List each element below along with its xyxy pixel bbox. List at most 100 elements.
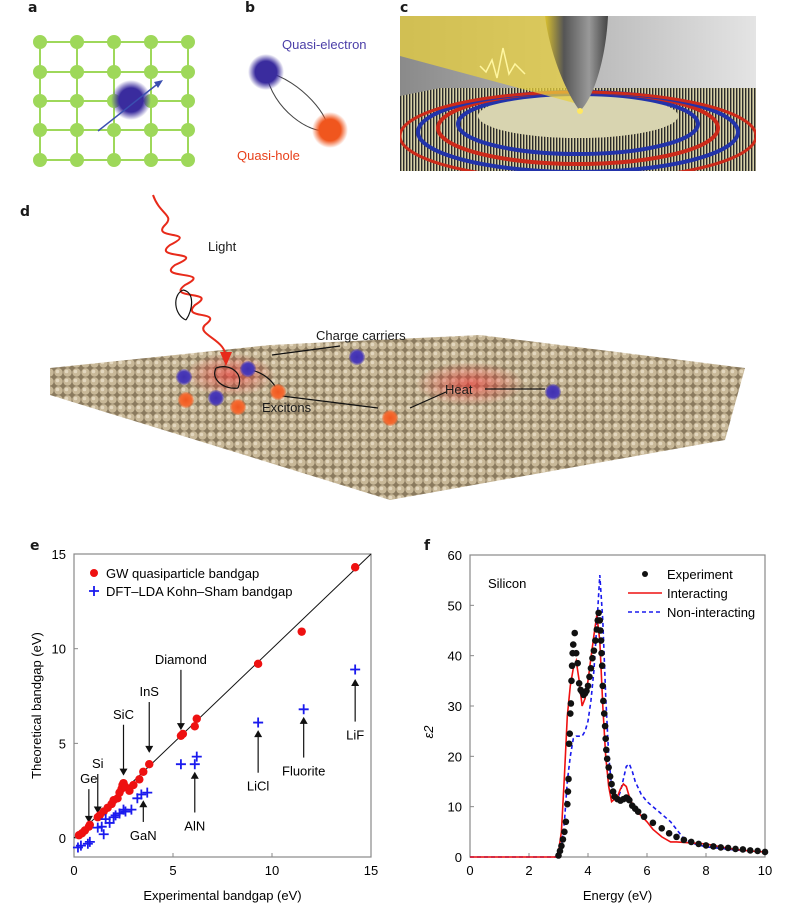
- legend-marker-lda: [89, 586, 99, 596]
- experiment-point: [599, 682, 607, 690]
- hole: [230, 399, 246, 415]
- lda-point: [108, 812, 119, 823]
- experiment-point: [589, 654, 596, 662]
- y-tick-label: 0: [59, 831, 66, 846]
- x-tick-label: 0: [70, 863, 77, 878]
- bandgap-chart: 0 5 10 15 0 5 10 15 Experimental bandgap (eV) The…: [29, 547, 378, 903]
- experiment-point: [626, 796, 633, 804]
- experiment-point: [717, 844, 725, 851]
- lda-point: [175, 759, 186, 770]
- panel-label-d: d: [20, 204, 31, 220]
- lattice-diagram: [33, 35, 195, 167]
- arrow-head-icon: [254, 730, 263, 738]
- experiment-point: [574, 659, 581, 667]
- lda-point: [189, 759, 200, 770]
- annotation-label: Si: [92, 756, 104, 771]
- charge-carrier-electron: [545, 384, 561, 400]
- gw-point: [129, 780, 138, 790]
- y-tick-label: 60: [448, 548, 462, 563]
- experiment-point: [567, 700, 575, 707]
- experiment-point: [569, 641, 577, 648]
- lattice-atom: [70, 123, 84, 137]
- lattice-atom: [70, 65, 84, 79]
- y-tick-label: 20: [448, 749, 462, 764]
- experiment-point: [695, 840, 702, 848]
- lattice-atom: [181, 123, 195, 137]
- legend-marker-experiment: [642, 571, 648, 577]
- experiment-point: [559, 836, 567, 843]
- excitons-label: Excitons: [262, 400, 312, 415]
- experiment-point: [596, 617, 604, 624]
- panel-label-e: e: [30, 538, 40, 554]
- experiment-point: [561, 828, 568, 836]
- lattice-atom: [33, 153, 47, 167]
- hole: [270, 384, 286, 400]
- experiment-point: [572, 649, 580, 657]
- heat-spot: [415, 362, 525, 406]
- experiment-point: [565, 740, 573, 748]
- legend-label-experiment: Experiment: [667, 567, 733, 582]
- lattice-atom: [33, 65, 47, 79]
- panel-label-f: f: [424, 538, 431, 554]
- experiment-point: [739, 846, 747, 853]
- light-label: Light: [208, 239, 237, 254]
- experiment-point: [556, 847, 564, 855]
- experiment-point: [687, 838, 695, 846]
- experiment-point: [602, 735, 609, 743]
- quasi-electron-label: Quasi-electron: [282, 37, 367, 52]
- x-tick-label: 2: [525, 863, 532, 878]
- experiment-point: [640, 813, 648, 821]
- experiment-point: [710, 843, 717, 850]
- experiment-point: [595, 609, 602, 617]
- annotation-label: Ge: [80, 771, 97, 786]
- experiment-point: [558, 842, 565, 850]
- gw-point: [178, 729, 188, 739]
- x-tick-label: 15: [364, 863, 378, 878]
- light-wave: [152, 194, 227, 361]
- lda-point: [98, 829, 109, 840]
- annotation-label: LiF: [346, 728, 364, 743]
- panel-label-b: b: [245, 0, 256, 16]
- experiment-point: [724, 844, 732, 852]
- y-tick-label: 30: [448, 699, 462, 714]
- experiment-point: [665, 830, 673, 837]
- lda-point: [75, 840, 86, 851]
- gw-point: [350, 563, 360, 572]
- panel-label-a: a: [28, 0, 38, 16]
- lattice-atom: [70, 94, 84, 108]
- experiment-point: [598, 649, 605, 657]
- experiment-point: [702, 842, 710, 849]
- lda-point: [191, 751, 202, 762]
- lattice-atom: [33, 94, 47, 108]
- arrow-head-icon: [299, 716, 308, 724]
- lattice-atom: [107, 65, 121, 79]
- experiment-point: [634, 808, 642, 815]
- lattice-atom: [144, 65, 158, 79]
- lda-point: [82, 838, 93, 849]
- experiment-point: [680, 836, 688, 844]
- experiment-point: [754, 847, 761, 855]
- experiment-point: [586, 673, 593, 681]
- experiment-point: [649, 819, 657, 827]
- silicon-dielectric-chart: 0 2 4 6 8 10 0 10 20 30 40 50 60 Energy (eV) ε2 Silicon…: [421, 548, 772, 903]
- x-tick-label: 10: [265, 863, 279, 878]
- x-tick-label: 10: [758, 863, 772, 878]
- light-arrow-icon: [220, 352, 232, 366]
- x-tick-label: 4: [584, 863, 591, 878]
- quasiparticle: [111, 80, 151, 120]
- lda-point: [136, 789, 147, 800]
- material-diagram: Light Charge carriers Excitons Heat: [50, 194, 745, 500]
- panel-label-c: c: [400, 0, 409, 16]
- annotation-label: InS: [139, 684, 159, 699]
- x-tick-label: 6: [643, 863, 650, 878]
- gw-point: [139, 767, 148, 776]
- arrow-head-icon: [145, 745, 154, 753]
- experiment-point: [566, 730, 574, 737]
- experiment-point: [603, 755, 611, 763]
- lattice-atom: [107, 123, 121, 137]
- experiment-point: [606, 773, 614, 780]
- annotation-label: Fluorite: [282, 764, 325, 779]
- annotation-label: SiC: [113, 707, 134, 722]
- quasi-electron-particle: [248, 54, 284, 90]
- arrow-head-icon: [190, 771, 199, 779]
